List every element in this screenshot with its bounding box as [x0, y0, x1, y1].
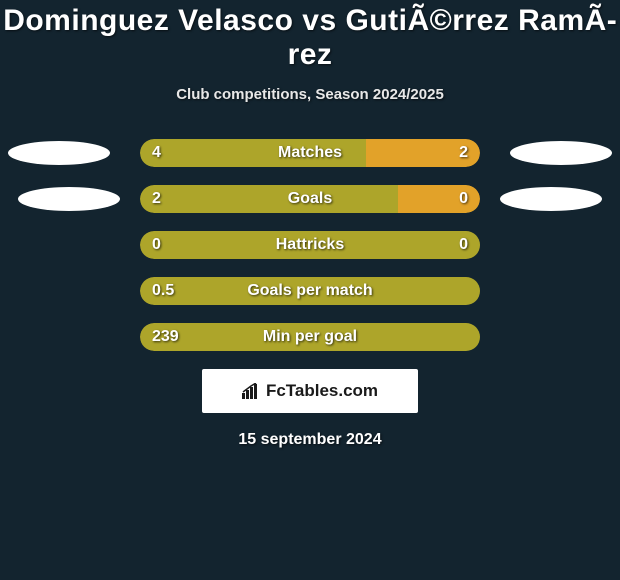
chart-title: Dominguez Velasco vs GutiÃ©rrez RamÃ­rez: [0, 4, 620, 72]
brand-text: FcTables.com: [266, 381, 378, 401]
branding-badge: FcTables.com: [202, 369, 418, 413]
stat-label: Goals per match: [140, 277, 480, 305]
chart-date: 15 september 2024: [0, 431, 620, 449]
stat-label: Goals: [140, 185, 480, 213]
stat-row: 00Hattricks: [0, 231, 620, 259]
chart-subtitle: Club competitions, Season 2024/2025: [0, 86, 620, 103]
stat-bar: 20Goals: [140, 185, 480, 213]
stat-bar: 0.5Goals per match: [140, 277, 480, 305]
stat-bar: 00Hattricks: [140, 231, 480, 259]
comparison-chart: Dominguez Velasco vs GutiÃ©rrez RamÃ­rez…: [0, 0, 620, 449]
stat-label: Matches: [140, 139, 480, 167]
stat-row: 42Matches: [0, 139, 620, 167]
player-left-indicator: [8, 141, 110, 165]
stat-row: 20Goals: [0, 185, 620, 213]
stat-row: 239Min per goal: [0, 323, 620, 351]
player-right-indicator: [500, 187, 602, 211]
player-left-indicator: [18, 187, 120, 211]
stat-bar: 239Min per goal: [140, 323, 480, 351]
player-right-indicator: [510, 141, 612, 165]
stat-row: 0.5Goals per match: [0, 277, 620, 305]
stat-bar: 42Matches: [140, 139, 480, 167]
stat-rows: 42Matches 20Goals 00Hattricks 0.5Goals per …: [0, 139, 620, 351]
stat-label: Min per goal: [140, 323, 480, 351]
stat-label: Hattricks: [140, 231, 480, 259]
brand-bars-icon: [242, 383, 262, 399]
